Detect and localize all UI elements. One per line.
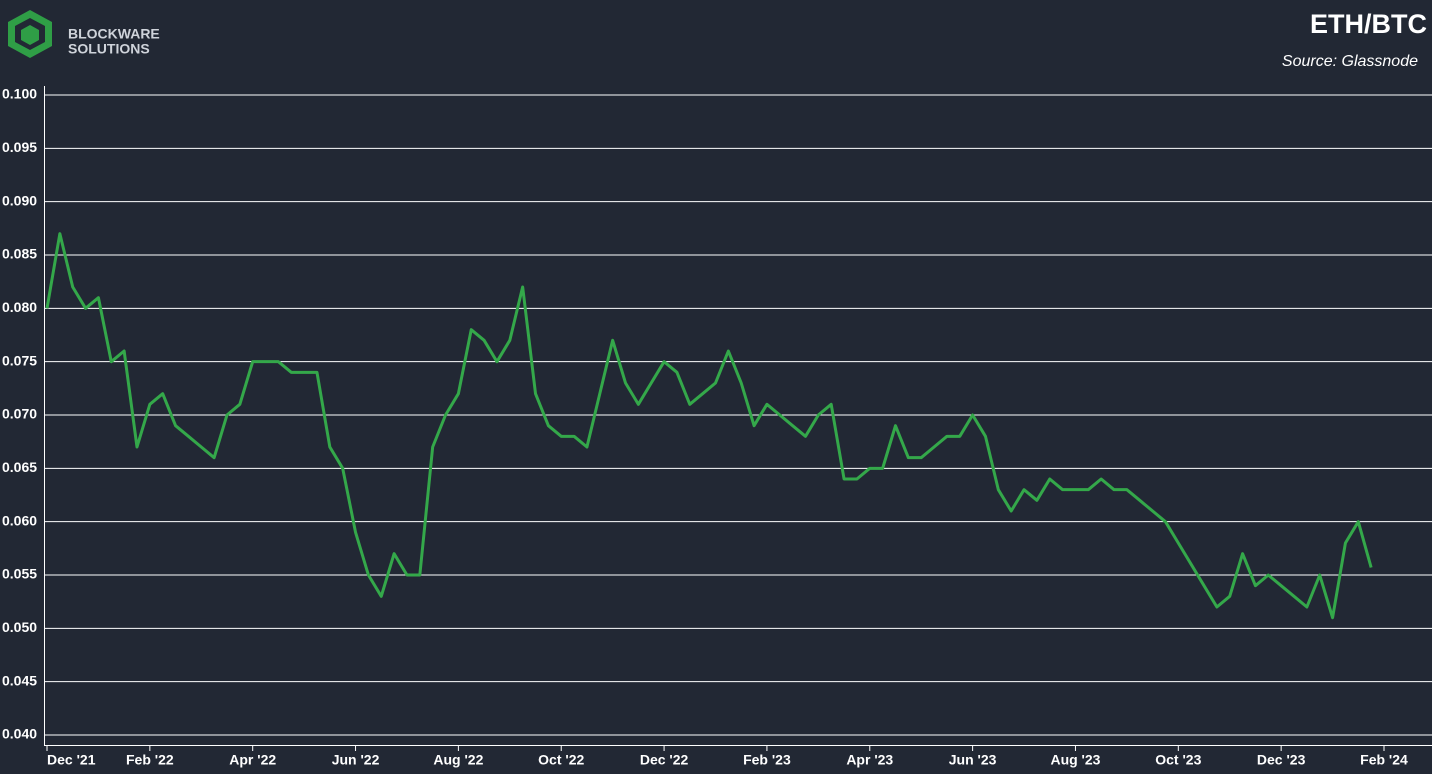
y-tick-label: 0.055 xyxy=(2,566,37,582)
y-tick-label: 0.090 xyxy=(2,192,37,208)
y-tick-label: 0.060 xyxy=(2,512,37,528)
x-tick-label: Aug '22 xyxy=(433,752,483,768)
y-tick-label: 0.065 xyxy=(2,459,37,475)
y-tick-label: 0.070 xyxy=(2,406,37,422)
x-tick-label: Feb '23 xyxy=(743,752,791,768)
chart-source: Source: Glassnode xyxy=(1282,53,1418,70)
logo-mark-core xyxy=(21,25,39,45)
x-tick-label: Feb '24 xyxy=(1360,752,1408,768)
x-tick-label: Dec '21 xyxy=(47,752,96,768)
y-tick-label: 0.075 xyxy=(2,352,37,368)
x-tick-label: Apr '23 xyxy=(846,752,893,768)
y-tick-label: 0.095 xyxy=(2,139,37,155)
y-tick-label: 0.040 xyxy=(2,726,37,742)
logo: BLOCKWARE SOLUTIONS xyxy=(8,10,160,58)
x-tick-label: Jun '23 xyxy=(949,752,997,768)
x-tick-label: Apr '22 xyxy=(229,752,276,768)
y-tick-label: 0.080 xyxy=(2,299,37,315)
y-tick-label: 0.050 xyxy=(2,619,37,635)
x-tick-label: Dec '23 xyxy=(1257,752,1306,768)
x-tick-label: Oct '23 xyxy=(1155,752,1201,768)
logo-line1: BLOCKWARE xyxy=(68,26,160,42)
data-line xyxy=(45,232,1373,620)
x-tick-label: Aug '23 xyxy=(1050,752,1100,768)
x-tick-label: Feb '22 xyxy=(126,752,174,768)
x-tick-label: Jun '22 xyxy=(332,752,380,768)
x-tick-label: Oct '22 xyxy=(538,752,584,768)
y-tick-label: 0.100 xyxy=(2,86,37,102)
y-tick-label: 0.085 xyxy=(2,246,37,262)
x-tick-label: Dec '22 xyxy=(640,752,689,768)
chart-title: ETH/BTC xyxy=(1310,9,1427,39)
logo-line2: SOLUTIONS xyxy=(68,41,150,57)
y-tick-label: 0.045 xyxy=(2,672,37,688)
